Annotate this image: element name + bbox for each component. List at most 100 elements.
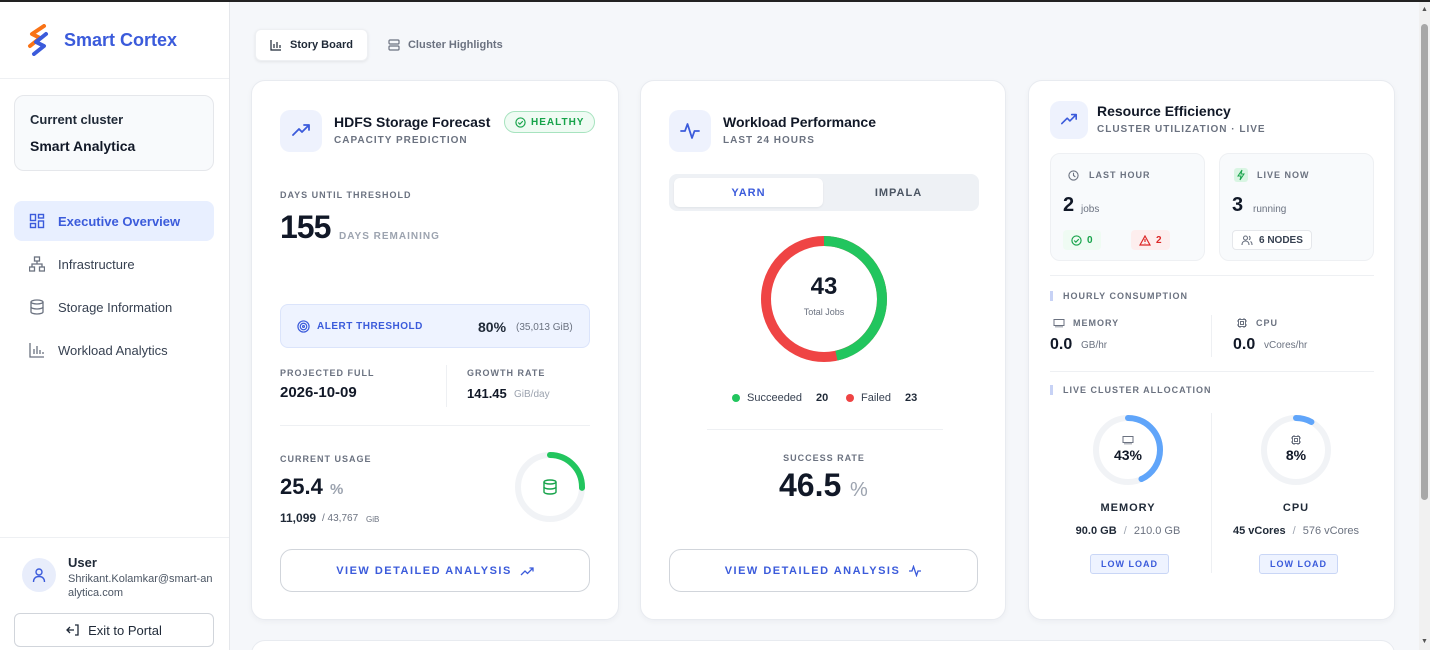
sidebar-nav: Executive Overview Infrastructure Storag… (14, 201, 214, 373)
divider (1211, 413, 1212, 573)
brand-name: Smart Cortex (64, 29, 178, 50)
divider (280, 425, 590, 426)
separator: / (1292, 525, 1296, 537)
scrollbar[interactable]: ▲ ▼ (1419, 2, 1430, 650)
button-label: VIEW DETAILED ANALYSIS (724, 564, 901, 577)
check-circle-icon (515, 116, 526, 128)
view-tabs: Story Board Cluster Highlights (255, 29, 523, 61)
growth-label: GROWTH RATE (467, 368, 546, 378)
usage-value: 25.4 (280, 474, 323, 499)
trending-up-icon (520, 566, 534, 575)
days-label: DAYS UNTIL THRESHOLD (280, 190, 412, 200)
exit-to-portal-button[interactable]: Exit to Portal (14, 613, 214, 647)
button-label: VIEW DETAILED ANALYSIS (336, 564, 512, 577)
legend-failed: Failed 23 (846, 392, 917, 404)
target-icon (297, 320, 310, 333)
card-title: Resource Efficiency (1097, 103, 1231, 119)
last-hour-card: LAST HOUR 2 jobs 0 2 (1050, 153, 1205, 261)
scroll-down-arrow[interactable]: ▼ (1421, 638, 1428, 645)
legend-succeeded: Succeeded 20 (732, 392, 828, 404)
tab-story-board[interactable]: Story Board (255, 29, 368, 61)
sidebar-item-workload-analytics[interactable]: Workload Analytics (14, 330, 214, 370)
last-hour-label: LAST HOUR (1089, 170, 1151, 180)
bar-chart-icon (270, 40, 281, 51)
card-subtitle: LAST 24 HOURS (723, 135, 815, 146)
scroll-thumb[interactable] (1421, 24, 1428, 500)
cpu-title: CPU (1282, 502, 1310, 514)
legend-label: Succeeded (747, 392, 803, 404)
success-rate-value: 46.5 (779, 467, 842, 503)
live-now-unit: running (1253, 204, 1287, 215)
sidebar-item-storage-information[interactable]: Storage Information (14, 287, 214, 327)
brand[interactable]: Smart Cortex (0, 2, 229, 79)
exit-icon (66, 624, 79, 636)
cpu-icon (1291, 435, 1301, 445)
divider (707, 429, 943, 430)
memory-consumption-unit: GB/hr (1081, 340, 1108, 351)
avatar[interactable] (22, 558, 56, 592)
memory-total: 210.0 GB (1133, 525, 1181, 537)
next-section-card (251, 640, 1395, 650)
projected-label: PROJECTED FULL (280, 368, 375, 378)
sidebar-item-label: Workload Analytics (58, 342, 168, 358)
sidebar: Smart Cortex Current cluster Smart Analy… (0, 2, 230, 650)
usage-used: 11,099 (280, 511, 317, 525)
cpu-load-badge: LOW LOAD (1259, 554, 1338, 574)
database-icon (543, 479, 557, 495)
cpu-total: 576 vCores (1302, 525, 1360, 537)
cluster-label: Current cluster (30, 112, 124, 127)
memory-gauge (1093, 415, 1163, 485)
growth-unit: GiB/day (514, 389, 550, 400)
sidebar-item-infrastructure[interactable]: Infrastructure (14, 244, 214, 284)
user-title: User (68, 555, 97, 570)
total-jobs-label: Total Jobs (803, 307, 845, 317)
workload-performance-card: Workload Performance LAST 24 HOURS YARN … (640, 80, 1006, 620)
cpu-icon (1237, 318, 1247, 328)
separator: / (1123, 525, 1127, 537)
live-now-label: LIVE NOW (1257, 170, 1310, 180)
memory-consumption-value: 0.0 (1050, 336, 1073, 353)
sidebar-item-label: Infrastructure (58, 256, 135, 272)
warning-icon (1139, 234, 1151, 246)
users-icon (1241, 234, 1253, 245)
live-now-value: 3 (1232, 194, 1244, 216)
usage-ring-fill (515, 452, 585, 522)
view-detailed-analysis-button[interactable]: VIEW DETAILED ANALYSIS (669, 549, 978, 592)
last-hour-value: 2 (1063, 194, 1075, 216)
cpu-percent: 8% (1285, 447, 1307, 463)
card-title: HDFS Storage Forecast (334, 114, 491, 130)
server-icon (388, 39, 400, 51)
success-rate-label: SUCCESS RATE (783, 453, 865, 463)
hourly-consumption-label: HOURLY CONSUMPTION (1050, 291, 1188, 301)
last-hour-unit: jobs (1081, 204, 1100, 215)
view-detailed-analysis-button[interactable]: VIEW DETAILED ANALYSIS (280, 549, 590, 592)
sidebar-item-executive-overview[interactable]: Executive Overview (14, 201, 214, 241)
memory-title: MEMORY (1100, 502, 1156, 514)
chip-value: 2 (1156, 234, 1162, 246)
cpu-allocation: 45 vCores / 576 vCores (1217, 525, 1375, 537)
exit-label: Exit to Portal (88, 622, 162, 638)
cpu-gauge-fill (1261, 415, 1331, 485)
divider (446, 365, 447, 407)
days-value: 155 (280, 209, 331, 245)
failed-dot (846, 394, 854, 402)
scroll-up-arrow[interactable]: ▲ (1421, 6, 1428, 13)
divider (1050, 371, 1374, 372)
trending-up-icon (280, 110, 322, 152)
days-unit: DAYS REMAINING (339, 231, 440, 242)
tab-cluster-highlights[interactable]: Cluster Highlights (374, 29, 517, 61)
hdfs-storage-card: HDFS Storage Forecast CAPACITY PREDICTIO… (251, 80, 619, 620)
succeeded-arc (761, 236, 887, 362)
tab-yarn[interactable]: YARN (674, 178, 823, 207)
card-title: Workload Performance (723, 114, 877, 130)
sidebar-item-label: Executive Overview (58, 213, 181, 229)
tab-impala[interactable]: IMPALA (874, 186, 923, 199)
success-rate-unit: % (850, 479, 868, 501)
usage-total: / 43,767 (322, 513, 359, 524)
success-chip: 0 (1063, 230, 1101, 250)
cpu-used: 45 vCores (1232, 525, 1286, 537)
cpu-gauge (1261, 415, 1331, 485)
cluster-selector[interactable]: Current cluster Smart Analytica (14, 95, 214, 171)
legend-label: Failed (861, 392, 891, 404)
chip-value: 6 NODES (1259, 234, 1303, 246)
